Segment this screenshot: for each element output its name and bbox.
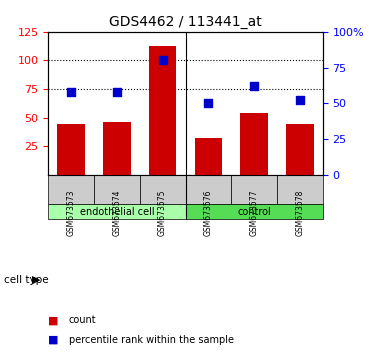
Text: ▶: ▶ (32, 275, 40, 285)
FancyBboxPatch shape (94, 175, 140, 204)
Text: GSM673578: GSM673578 (295, 189, 304, 236)
Text: GSM673574: GSM673574 (112, 189, 121, 236)
Text: ■: ■ (48, 335, 59, 345)
Text: count: count (69, 315, 96, 325)
Bar (286, 125, 313, 175)
Point (251, 83, 257, 89)
Text: GSM673575: GSM673575 (158, 189, 167, 236)
Text: cell type: cell type (4, 275, 48, 285)
Point (160, 58, 165, 63)
Bar (58, 125, 85, 175)
Text: percentile rank within the sample: percentile rank within the sample (69, 335, 234, 345)
Bar (195, 138, 222, 175)
FancyBboxPatch shape (48, 204, 186, 219)
FancyBboxPatch shape (186, 175, 231, 204)
FancyBboxPatch shape (48, 175, 94, 204)
FancyBboxPatch shape (277, 175, 323, 204)
Point (114, 89, 120, 95)
Text: GSM673576: GSM673576 (204, 189, 213, 236)
Title: GDS4462 / 113441_at: GDS4462 / 113441_at (109, 16, 262, 29)
FancyBboxPatch shape (186, 204, 323, 219)
Text: GSM673577: GSM673577 (250, 189, 259, 236)
Text: ■: ■ (48, 315, 59, 325)
Point (68, 89, 74, 95)
Point (206, 101, 211, 106)
FancyBboxPatch shape (140, 175, 186, 204)
FancyBboxPatch shape (231, 175, 277, 204)
Bar (103, 122, 131, 175)
Point (297, 98, 303, 103)
Text: endothelial cell: endothelial cell (79, 207, 154, 217)
Text: control: control (237, 207, 271, 217)
Bar (240, 113, 268, 175)
Bar (149, 46, 176, 175)
Text: GSM673573: GSM673573 (67, 189, 76, 236)
